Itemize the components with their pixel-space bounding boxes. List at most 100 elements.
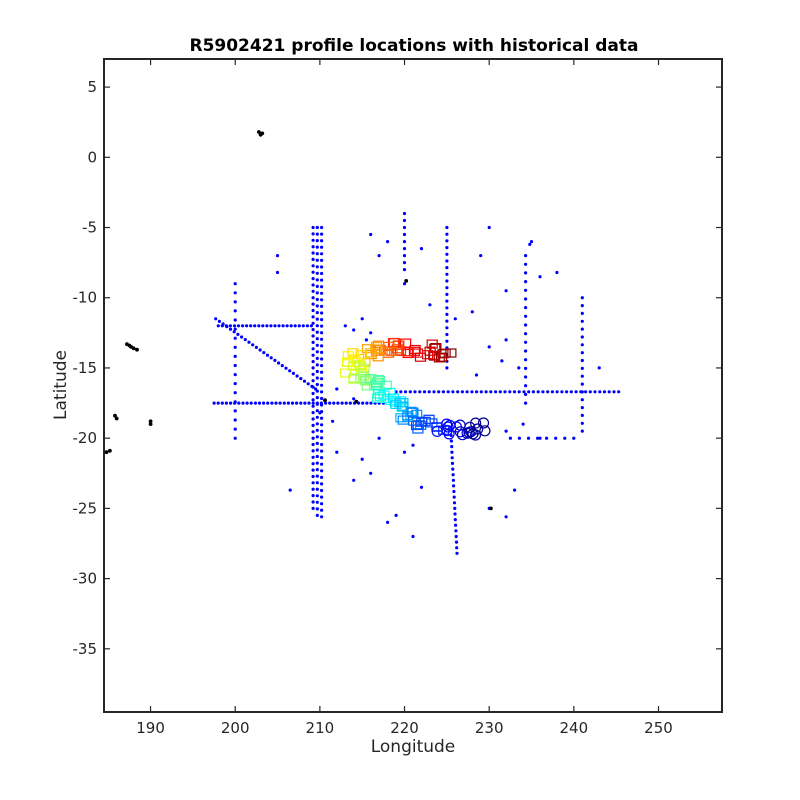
data-point (269, 356, 273, 360)
data-point (593, 390, 597, 394)
data-point (602, 390, 607, 394)
data-point (320, 423, 324, 427)
data-point (546, 390, 550, 394)
data-point (311, 251, 315, 255)
data-point (320, 357, 324, 361)
data-point (452, 484, 456, 488)
data-point (295, 374, 299, 378)
data-point (241, 324, 245, 328)
data-point (301, 324, 305, 328)
profile-marker (464, 421, 476, 433)
data-point (266, 401, 270, 405)
data-point (445, 312, 449, 316)
data-point (386, 520, 390, 525)
data-point (454, 523, 458, 527)
data-point (233, 327, 237, 331)
data-point (449, 439, 453, 443)
data-point (311, 238, 315, 242)
data-point (311, 321, 315, 325)
x-tick-label: 240 (560, 719, 589, 737)
data-point (504, 429, 508, 433)
data-point (402, 225, 407, 230)
x-tick-label: 250 (644, 719, 673, 737)
data-point (269, 324, 273, 328)
data-point (311, 277, 315, 281)
data-point (369, 471, 373, 475)
x-tick-label: 200 (221, 719, 250, 737)
profile-marker (364, 348, 377, 358)
data-point (320, 456, 324, 460)
data-point (470, 390, 474, 394)
data-point (214, 317, 218, 321)
data-point (285, 324, 289, 328)
data-point (402, 240, 407, 244)
data-point (315, 507, 319, 511)
data-point (445, 259, 449, 263)
data-point (303, 401, 307, 405)
data-point (240, 335, 244, 339)
data-point (318, 411, 322, 415)
data-point (343, 324, 347, 328)
data-point (320, 488, 324, 493)
data-point (315, 415, 319, 419)
data-point (217, 319, 221, 323)
data-point (369, 401, 373, 405)
data-point (311, 366, 315, 370)
data-point (251, 343, 255, 347)
data-point (352, 478, 356, 482)
data-point (445, 246, 449, 250)
data-point (311, 245, 315, 249)
data-point (455, 546, 459, 550)
data-point (315, 376, 319, 380)
data-point (524, 288, 528, 292)
data-point (517, 390, 521, 394)
data-point (311, 430, 315, 434)
data-point (311, 481, 315, 485)
data-point (311, 360, 315, 364)
profile-series (339, 337, 491, 441)
data-point (220, 324, 224, 328)
data-point (315, 265, 319, 269)
data-point (504, 515, 508, 519)
data-point (249, 324, 253, 328)
data-point (315, 428, 319, 432)
data-point (265, 324, 269, 328)
data-point (315, 369, 319, 374)
y-axis-title: Latitude (51, 350, 71, 420)
data-point (524, 401, 528, 405)
data-point (257, 324, 261, 328)
profile-marker (411, 348, 423, 358)
data-point (247, 340, 251, 344)
data-point (524, 271, 528, 275)
data-point (402, 282, 407, 286)
data-point (320, 331, 324, 335)
data-point (233, 409, 237, 413)
profile-marker (426, 339, 438, 349)
data-point (311, 270, 315, 274)
data-point (320, 396, 324, 401)
data-point (445, 252, 449, 256)
data-point (524, 392, 528, 396)
data-point (536, 436, 540, 440)
y-tick-label: -5 (82, 219, 97, 237)
data-point (474, 373, 479, 377)
data-point (277, 324, 281, 328)
data-point (580, 374, 584, 378)
data-point (265, 353, 270, 357)
data-point (352, 328, 356, 332)
data-point (311, 353, 315, 357)
data-point (328, 401, 332, 405)
profile-marker (467, 428, 479, 440)
data-point (323, 398, 327, 403)
data-point (233, 382, 237, 386)
data-point (563, 436, 567, 440)
data-point (284, 366, 288, 370)
data-point (584, 390, 588, 394)
data-point (524, 366, 528, 370)
data-point (580, 366, 584, 370)
data-point (315, 474, 319, 478)
data-point (402, 450, 407, 454)
data-point (513, 488, 517, 492)
y-tick-label: -30 (73, 570, 98, 588)
data-point (278, 401, 282, 405)
